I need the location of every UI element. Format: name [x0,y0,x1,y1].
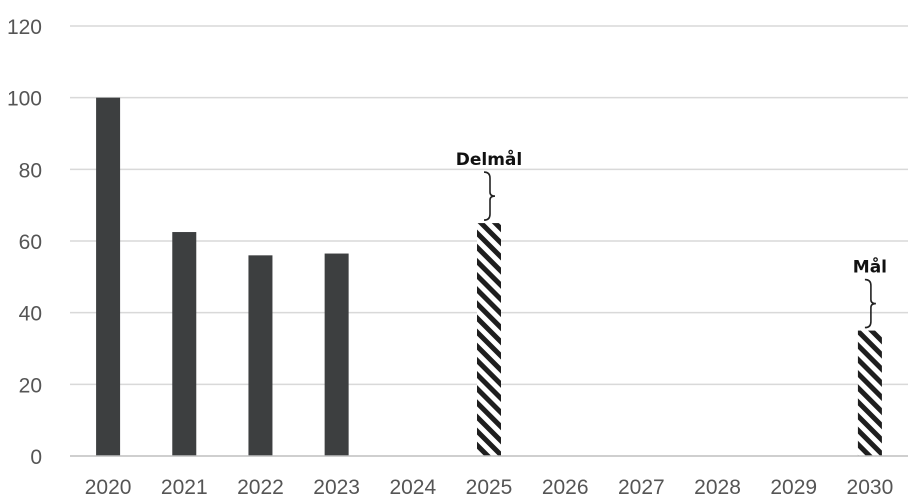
y-tick-label: 0 [30,446,42,469]
x-tick-label: 2030 [847,476,894,495]
annotation-label: Delmål [456,148,522,170]
x-tick-label: 2020 [85,476,132,495]
bar-target [477,223,501,456]
x-tick-label: 2024 [389,476,436,495]
x-tick-label: 2025 [466,476,513,495]
x-tick-label: 2021 [161,476,208,495]
bar [96,97,121,457]
y-tick-label: 60 [19,231,42,254]
y-tick-label: 120 [7,16,42,39]
bars [96,97,882,457]
annotations: Delmål Mål [456,148,887,329]
bar-target [857,330,882,456]
x-tick-label: 2023 [313,476,360,495]
x-tick-label: 2022 [237,476,284,495]
y-tick-label: 100 [7,88,42,111]
y-tick-label: 20 [19,374,42,397]
x-tick-label: 2028 [694,476,741,495]
x-tick-label: 2027 [618,476,665,495]
annotation-brace [483,171,496,221]
bar [324,253,349,456]
y-tick-label: 80 [19,159,42,182]
bar [172,232,197,456]
annotation-label: Mål [853,256,887,278]
x-tick-label: 2029 [770,476,817,495]
annotation-brace [864,278,876,329]
axes: 0 20 40 60 80 100 120 2020 2021 2022 2023 2024 2025 2… [7,16,908,495]
y-tick-label: 40 [19,303,42,326]
bar [248,255,273,456]
x-tick-label: 2026 [542,476,589,495]
